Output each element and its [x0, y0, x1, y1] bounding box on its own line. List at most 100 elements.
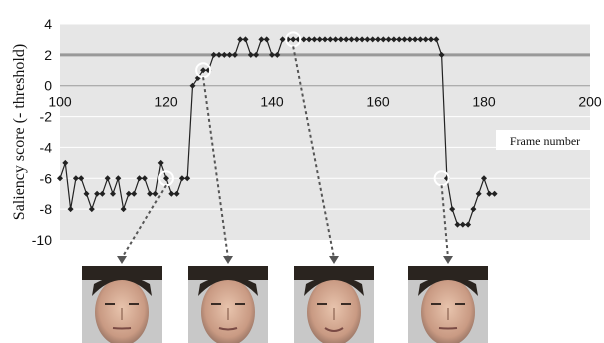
data-point [184, 175, 191, 182]
data-point [269, 51, 275, 58]
x-tick-label: 100 [48, 94, 72, 110]
data-point [438, 51, 445, 58]
data-point [67, 206, 74, 213]
data-point [104, 175, 111, 182]
mouth [324, 327, 344, 332]
pointer-arrowhead [223, 256, 233, 264]
data-point [279, 36, 286, 43]
data-point [406, 36, 413, 43]
data-point [163, 175, 169, 182]
data-point [247, 51, 254, 58]
x-tick-label: 180 [472, 94, 496, 110]
y-tick-label: -8 [40, 201, 53, 217]
hair-shape [418, 276, 478, 296]
y-tick-label: -2 [40, 109, 53, 125]
series-group [57, 36, 498, 228]
data-point [359, 36, 366, 43]
data-point [88, 206, 95, 213]
data-point [72, 175, 79, 182]
data-point [221, 51, 228, 58]
mouth [112, 327, 132, 330]
data-point [242, 36, 249, 43]
x-tick-label: 160 [366, 94, 390, 110]
highlight-group [117, 31, 453, 264]
pointer-line [121, 184, 167, 259]
hair-top [188, 266, 268, 280]
data-point [237, 36, 244, 43]
data-point [157, 159, 164, 166]
face-thumbnail-2 [188, 266, 268, 343]
data-point [369, 36, 376, 43]
data-point [141, 175, 148, 182]
y-tick-label: 2 [44, 47, 52, 63]
data-point [433, 36, 440, 43]
hair-shape [92, 276, 152, 296]
data-point [258, 36, 265, 43]
data-point [353, 36, 360, 43]
data-point [481, 175, 487, 182]
data-point [401, 36, 408, 43]
data-point [470, 206, 477, 213]
y-axis-label: Saliency score (- threshold) [11, 44, 28, 220]
face-thumbnail-1 [82, 266, 162, 343]
data-point [152, 190, 159, 197]
data-point [311, 36, 318, 43]
data-point [375, 36, 381, 43]
data-point [486, 190, 493, 197]
data-point [290, 36, 297, 43]
pointer-arrowhead [329, 256, 339, 264]
pointer-line [202, 77, 229, 259]
data-point [136, 175, 143, 182]
y-tick-label: -10 [32, 232, 52, 248]
data-point [337, 36, 344, 43]
data-point [253, 51, 260, 58]
data-point [364, 36, 371, 43]
data-point [300, 36, 307, 43]
data-point [459, 221, 466, 228]
data-point [78, 175, 85, 182]
data-point [226, 51, 233, 58]
data-point [449, 206, 456, 213]
thumbnails-group [82, 266, 488, 343]
mouth [438, 327, 458, 330]
data-point [216, 51, 222, 58]
x-tick-label: 200 [578, 94, 602, 110]
y-tick-label: 4 [44, 16, 52, 32]
y-tick-label: -6 [40, 170, 53, 186]
data-point [57, 175, 63, 182]
data-point [327, 36, 334, 43]
x-axis-label: Frame number [510, 134, 580, 148]
data-point [306, 36, 313, 43]
data-point [274, 51, 281, 58]
pointer-arrowhead [443, 256, 453, 264]
data-point [178, 175, 185, 182]
data-point [332, 36, 339, 43]
mouth [218, 327, 238, 331]
data-point [385, 36, 392, 43]
data-point [390, 36, 397, 43]
data-point [380, 36, 387, 43]
data-point [428, 36, 434, 43]
hair-shape [304, 276, 364, 296]
data-point [417, 36, 424, 43]
data-point [110, 190, 116, 197]
data-point [454, 221, 461, 228]
data-point [422, 36, 429, 43]
pointer-arrowhead [117, 256, 127, 264]
data-point [125, 190, 132, 197]
data-point [263, 36, 270, 43]
hair-top [408, 266, 488, 280]
data-point [120, 206, 127, 213]
data-point [210, 51, 217, 58]
y-tick-label: -4 [40, 139, 53, 155]
data-point [322, 36, 328, 43]
face-thumbnail-3 [294, 266, 374, 343]
data-point [465, 221, 472, 228]
data-point [83, 190, 90, 197]
data-point [316, 36, 323, 43]
data-point [231, 51, 238, 58]
data-point [173, 190, 180, 197]
data-point [343, 36, 350, 43]
hair-shape [198, 276, 258, 296]
